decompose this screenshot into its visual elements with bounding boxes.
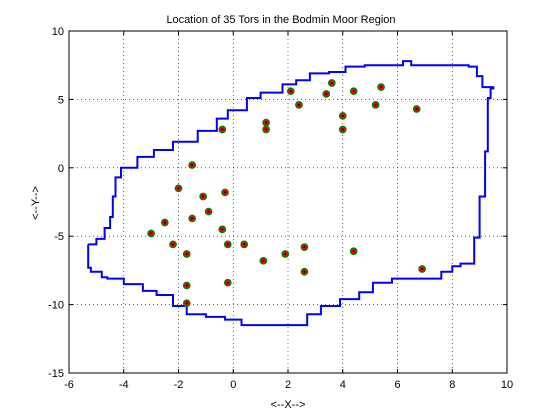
tor-point xyxy=(218,225,227,234)
y-tick-label: -15 xyxy=(48,368,64,380)
x-tick-label: 2 xyxy=(285,379,291,391)
y-tick-label: -5 xyxy=(54,231,64,243)
tor-point xyxy=(199,192,207,201)
tor-marker-dot xyxy=(191,217,194,220)
tor-point xyxy=(182,250,191,258)
tor-marker-dot xyxy=(185,284,188,287)
tor-point xyxy=(338,111,347,120)
tor-marker-dot xyxy=(341,114,344,117)
tor-point xyxy=(188,161,197,169)
tor-point xyxy=(147,229,155,238)
tor-marker-dot xyxy=(352,250,355,253)
x-tick-label: 10 xyxy=(501,379,513,391)
tor-marker-dot xyxy=(226,243,229,246)
tor-marker-dot xyxy=(262,259,265,262)
tor-marker-dot xyxy=(379,85,383,89)
tor-point xyxy=(377,83,385,91)
tor-marker-dot xyxy=(185,252,188,256)
y-tick-label: 0 xyxy=(58,163,64,175)
tor-point xyxy=(300,243,309,251)
tor-point xyxy=(262,118,270,127)
tor-marker-dot xyxy=(325,92,328,96)
tor-marker-dot xyxy=(223,191,227,194)
tor-point xyxy=(300,267,309,276)
tor-marker-dot xyxy=(374,103,377,106)
tor-point xyxy=(327,79,336,87)
tor-marker-dot xyxy=(284,252,287,256)
tor-marker-dot xyxy=(202,195,205,198)
grid-lines xyxy=(69,31,507,373)
plot-area xyxy=(69,31,507,373)
chart-title: Location of 35 Tors in the Bodmin Moor R… xyxy=(166,14,395,26)
tor-marker-dot xyxy=(177,187,180,190)
y-axis-label: <--Y--> xyxy=(30,186,42,220)
tor-marker-dot xyxy=(352,90,355,93)
moor-boundary-line xyxy=(87,60,495,327)
tor-marker-dot xyxy=(303,270,306,273)
tor-point xyxy=(412,105,421,113)
tor-point xyxy=(188,214,197,223)
y-tick-label: 10 xyxy=(52,26,64,38)
moor-boundary-layer xyxy=(87,60,495,327)
x-tick-label: 6 xyxy=(394,379,400,391)
tor-marker-dot xyxy=(415,107,418,111)
x-axis-label: <--X--> xyxy=(271,399,306,411)
tor-marker-dot xyxy=(226,281,229,284)
tor-marker-dot xyxy=(185,302,188,305)
x-tick-label: 8 xyxy=(449,379,455,391)
tor-marker-dot xyxy=(163,221,166,224)
tor-point xyxy=(262,125,270,134)
tor-point xyxy=(223,240,232,249)
tor-point xyxy=(338,125,347,134)
tor-marker-dot xyxy=(265,121,268,124)
x-tick-label: -6 xyxy=(64,379,74,391)
x-tick-label: 0 xyxy=(230,379,236,391)
x-tick-label: -2 xyxy=(174,379,184,391)
tor-point xyxy=(349,87,358,96)
tor-marker-dot xyxy=(330,81,333,85)
tor-point xyxy=(240,240,249,249)
tor-marker-dot xyxy=(191,163,194,167)
tor-point xyxy=(371,101,380,109)
tor-marker-dot xyxy=(150,232,153,235)
tor-marker-dot xyxy=(221,228,224,231)
x-tick-label: 4 xyxy=(340,379,346,391)
tor-point xyxy=(223,278,232,287)
tor-marker-dot xyxy=(207,210,210,213)
tor-marker-dot xyxy=(289,90,292,93)
tor-point xyxy=(259,256,268,265)
tor-point xyxy=(349,247,358,256)
y-tick-label: 5 xyxy=(58,94,64,106)
tor-marker-dot xyxy=(221,128,224,131)
tor-marker-dot xyxy=(303,246,306,249)
tor-point xyxy=(182,299,191,308)
tor-marker-dot xyxy=(265,128,268,131)
x-tick-label: -4 xyxy=(119,379,129,391)
axis-ticks: -6 -4 -2 0 2 4 6 8 10 -15 -10 -5 0 5 10 xyxy=(48,26,513,391)
tor-point xyxy=(281,250,290,258)
tor-marker-dot xyxy=(341,128,344,131)
tor-marker-dot xyxy=(171,243,175,246)
tor-point xyxy=(295,101,303,109)
tor-point xyxy=(182,281,191,290)
tor-marker-dot xyxy=(297,103,301,106)
tor-point xyxy=(322,90,331,98)
tor-point xyxy=(174,184,183,193)
y-tick-label: -10 xyxy=(48,300,64,312)
tor-point xyxy=(160,218,169,227)
tor-point xyxy=(286,87,295,96)
tor-marker-dot xyxy=(243,243,246,246)
tor-point xyxy=(169,240,177,249)
tor-point xyxy=(221,188,229,197)
tor-point xyxy=(204,207,213,216)
tor-marker-dot xyxy=(421,267,424,271)
tor-point xyxy=(418,265,426,273)
tor-point xyxy=(218,125,227,134)
tor-points-layer xyxy=(147,79,426,308)
